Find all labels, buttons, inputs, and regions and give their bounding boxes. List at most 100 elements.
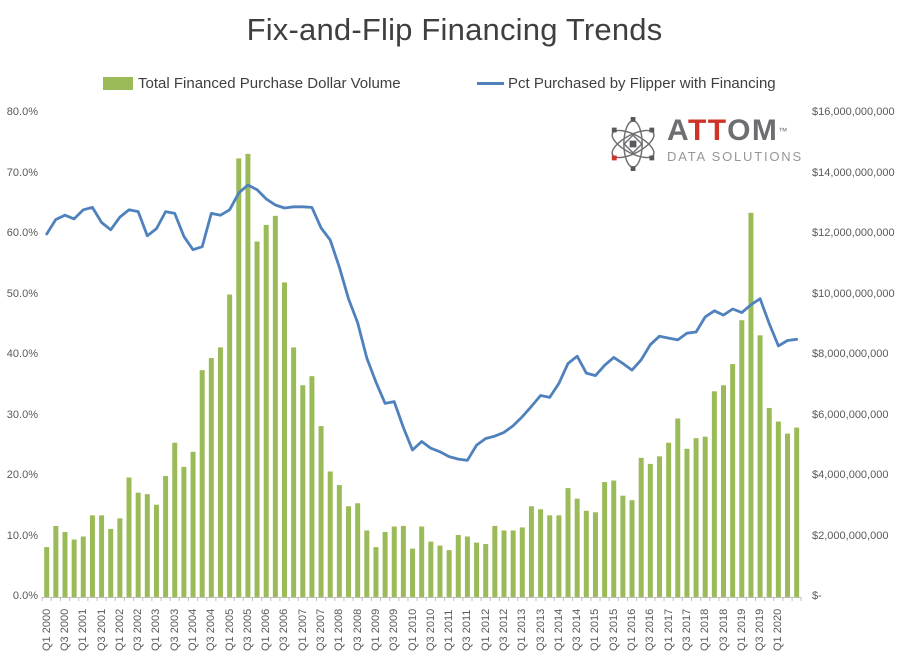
bar-q1-2000 bbox=[44, 547, 50, 597]
bar-q1-2018 bbox=[702, 436, 708, 597]
bar-q2-2000 bbox=[53, 525, 59, 597]
x-axis-label: Q3 2007 bbox=[315, 608, 328, 651]
bar-q2-2002 bbox=[126, 477, 132, 597]
bar-q3-2014 bbox=[574, 498, 580, 597]
bar-q4-2015 bbox=[620, 495, 626, 597]
bar-q3-2016 bbox=[647, 463, 653, 597]
attom-logo-text: ATTOM™ DATA SOLUTIONS bbox=[667, 116, 803, 165]
bar-q3-2011 bbox=[464, 536, 470, 597]
x-axis-label: Q1 2018 bbox=[699, 608, 712, 651]
bar-q4-2012 bbox=[510, 530, 516, 597]
x-axis-label: Q3 2008 bbox=[351, 608, 364, 651]
bar-q1-2007 bbox=[300, 385, 306, 597]
bar-q3-2019 bbox=[757, 335, 763, 597]
right-axis-label: $16,000,000,000 bbox=[812, 106, 895, 118]
left-axis-label: 70.0% bbox=[6, 166, 38, 179]
x-axis-label: Q3 2009 bbox=[388, 608, 401, 651]
x-axis-label: Q1 2006 bbox=[260, 608, 273, 651]
line-series-swatch-icon bbox=[477, 82, 504, 85]
bar-q1-2009 bbox=[373, 547, 379, 597]
bar-q4-2002 bbox=[144, 494, 150, 597]
x-axis-label: Q3 2017 bbox=[680, 608, 693, 651]
bar-q2-2004 bbox=[199, 370, 205, 598]
left-axis-label: 10.0% bbox=[6, 529, 38, 542]
x-axis-label: Q3 2016 bbox=[644, 608, 657, 651]
bar-q1-2001 bbox=[80, 536, 86, 597]
bar-q1-2011 bbox=[446, 550, 452, 597]
bar-q2-2005 bbox=[236, 158, 242, 598]
bar-q1-2010 bbox=[410, 548, 416, 597]
x-axis-label: Q1 2000 bbox=[40, 608, 53, 651]
bar-q3-2017 bbox=[684, 448, 690, 597]
bar-q4-2008 bbox=[364, 530, 370, 597]
x-axis-label: Q3 2011 bbox=[461, 609, 474, 651]
bar-q3-2009 bbox=[391, 526, 397, 597]
bar-q2-2020 bbox=[785, 433, 791, 597]
x-axis-label: Q1 2007 bbox=[296, 608, 309, 651]
right-axis-label: $4,000,000,000 bbox=[812, 469, 889, 481]
x-axis-label: Q3 2005 bbox=[241, 608, 254, 651]
x-axis-label: Q1 2010 bbox=[406, 608, 419, 651]
bar-q3-2010 bbox=[428, 541, 434, 597]
bar-q1-2013 bbox=[519, 527, 525, 597]
x-axis-label: Q3 2000 bbox=[58, 608, 71, 651]
x-axis-label: Q3 2012 bbox=[498, 608, 510, 651]
bar-q4-2007 bbox=[327, 471, 333, 597]
left-axis-label: 30.0% bbox=[6, 408, 38, 421]
wordmark-om: OM bbox=[727, 114, 779, 147]
attom-wordmark: ATTOM™ bbox=[667, 116, 803, 146]
bar-q3-2018 bbox=[721, 385, 726, 597]
right-axis-label: $12,000,000,000 bbox=[812, 227, 895, 239]
x-axis-label: Q3 2010 bbox=[424, 608, 437, 651]
bar-q1-2003 bbox=[153, 504, 159, 597]
x-axis-label: Q3 2019 bbox=[754, 608, 767, 651]
bar-q3-2012 bbox=[501, 530, 507, 597]
wordmark-a: A bbox=[667, 114, 688, 147]
bar-q3-2005 bbox=[245, 153, 251, 597]
bar-q2-2015 bbox=[602, 482, 608, 597]
bar-q4-2018 bbox=[730, 364, 736, 597]
bar-q3-2002 bbox=[135, 492, 141, 597]
bar-q3-2015 bbox=[611, 480, 617, 597]
x-axis-label: Q1 2004 bbox=[187, 608, 200, 651]
legend-bar-label: Total Financed Purchase Dollar Volume bbox=[138, 75, 401, 92]
bar-q3-2013 bbox=[538, 509, 544, 597]
x-axis-label: Q1 2003 bbox=[150, 608, 163, 651]
left-axis-label: 0.0% bbox=[12, 590, 38, 602]
legend-item-line-series: Pct Purchased by Flipper with Financing bbox=[477, 75, 776, 92]
bar-q2-2012 bbox=[492, 525, 498, 597]
left-axis-label: 60.0% bbox=[6, 227, 38, 239]
bar-q4-2010 bbox=[437, 545, 443, 597]
right-axis-label: $10,000,000,000 bbox=[812, 287, 895, 300]
bar-q2-2016 bbox=[638, 457, 644, 597]
bar-q4-2017 bbox=[693, 438, 699, 597]
bar-q2-2003 bbox=[163, 476, 169, 597]
bar-q3-2020 bbox=[794, 427, 800, 597]
x-axis-label: Q1 2001 bbox=[77, 608, 90, 651]
x-axis-label: Q1 2008 bbox=[333, 608, 346, 651]
bar-q4-2009 bbox=[400, 525, 406, 597]
bar-q1-2016 bbox=[629, 500, 635, 597]
attom-logo: ATTOM™ DATA SOLUTIONS bbox=[608, 116, 803, 172]
bar-q2-2006 bbox=[272, 215, 278, 597]
x-axis-label: Q1 2011 bbox=[443, 609, 456, 651]
bar-q4-2005 bbox=[254, 241, 260, 597]
bar-q4-2013 bbox=[547, 515, 553, 597]
right-axis-label: $2,000,000,000 bbox=[812, 529, 889, 542]
legend-item-bar-series: Total Financed Purchase Dollar Volume bbox=[103, 75, 401, 92]
bar-q2-2017 bbox=[675, 418, 681, 597]
x-axis-label: Q1 2017 bbox=[662, 608, 675, 651]
left-axis-label: 80.0% bbox=[6, 106, 38, 118]
x-axis-label: Q3 2001 bbox=[95, 608, 108, 651]
bar-q2-2010 bbox=[419, 526, 425, 597]
bar-q2-2009 bbox=[382, 531, 388, 597]
bar-q1-2008 bbox=[336, 485, 342, 597]
x-axis-label: Q3 2003 bbox=[168, 608, 181, 651]
left-axis-label: 40.0% bbox=[6, 348, 38, 360]
bar-q2-2013 bbox=[528, 506, 534, 597]
bar-q1-2020 bbox=[775, 421, 781, 597]
x-axis-label: Q1 2002 bbox=[113, 608, 126, 651]
x-axis-label: Q3 2018 bbox=[717, 608, 730, 651]
bar-q3-2004 bbox=[208, 358, 214, 597]
x-axis-label: Q1 2012 bbox=[479, 608, 492, 651]
